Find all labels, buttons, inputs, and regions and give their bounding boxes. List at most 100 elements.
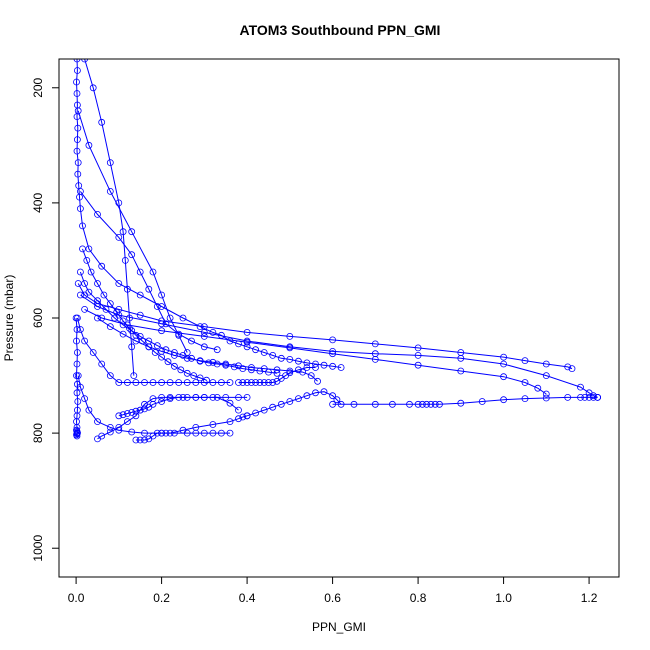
data-point	[136, 291, 144, 299]
data-point	[72, 314, 80, 322]
data-point	[177, 366, 185, 374]
data-point	[371, 400, 379, 408]
series-line	[82, 248, 207, 381]
data-point	[106, 428, 114, 436]
data-point	[457, 399, 465, 407]
data-point	[196, 357, 204, 365]
data-point	[85, 406, 93, 414]
series-6	[74, 314, 234, 386]
data-point	[179, 314, 187, 322]
series-line	[76, 317, 230, 383]
data-point	[73, 90, 81, 97]
data-point	[299, 368, 307, 376]
data-point	[329, 350, 337, 358]
data-point	[542, 390, 550, 398]
series-line	[332, 396, 598, 405]
data-point	[388, 400, 396, 408]
data-point	[286, 369, 294, 377]
data-point	[217, 429, 225, 437]
data-point	[158, 303, 166, 310]
data-point	[74, 372, 82, 380]
data-point	[158, 327, 166, 335]
data-point	[423, 400, 431, 408]
data-point	[521, 357, 529, 365]
data-point	[106, 372, 114, 380]
data-point	[73, 78, 80, 86]
data-point	[119, 317, 127, 325]
data-point	[166, 379, 174, 386]
data-point	[94, 418, 101, 426]
series-2	[74, 280, 576, 373]
data-point	[85, 245, 93, 253]
series-line	[135, 415, 248, 441]
series-line	[75, 59, 342, 368]
data-point	[243, 328, 251, 336]
data-point	[337, 400, 345, 408]
data-point	[286, 355, 294, 363]
data-point	[534, 384, 542, 392]
data-point	[179, 426, 187, 434]
data-point	[217, 379, 225, 386]
data-point	[74, 136, 81, 144]
data-point	[542, 394, 550, 402]
data-point	[141, 436, 148, 444]
data-point	[277, 400, 285, 408]
data-point	[113, 308, 121, 316]
series-16	[94, 314, 322, 385]
data-point	[577, 393, 584, 401]
data-point	[89, 84, 97, 92]
data-point	[153, 342, 161, 350]
data-point	[521, 395, 529, 403]
series-17	[77, 187, 221, 354]
data-point	[286, 344, 294, 352]
data-point	[128, 343, 136, 351]
data-point	[260, 406, 268, 414]
data-point	[94, 210, 101, 218]
y-axis: 200 400 600 800 1000	[31, 77, 59, 562]
data-point	[73, 389, 81, 397]
data-point	[478, 398, 486, 405]
data-point	[77, 205, 84, 213]
data-point	[500, 396, 508, 404]
data-point	[153, 303, 161, 310]
series-line	[84, 308, 547, 395]
data-point	[200, 393, 208, 401]
data-point	[329, 347, 337, 355]
data-point	[590, 393, 597, 401]
data-point	[209, 328, 217, 336]
series-line	[97, 317, 318, 382]
data-point	[222, 393, 230, 401]
data-point	[126, 314, 133, 322]
data-point	[286, 398, 294, 405]
data-point	[102, 305, 110, 313]
data-point	[329, 392, 337, 400]
data-point	[277, 354, 285, 362]
data-point	[329, 362, 337, 370]
series-11	[115, 393, 242, 420]
data-point	[170, 362, 178, 370]
data-point	[226, 379, 234, 386]
data-point	[74, 159, 82, 167]
data-point	[222, 360, 230, 368]
data-point	[119, 228, 127, 236]
data-point	[124, 410, 131, 417]
series-5	[329, 393, 601, 408]
y-tick-label: 200	[31, 77, 45, 97]
data-point	[74, 280, 82, 287]
data-point	[132, 407, 140, 415]
data-point	[205, 359, 213, 367]
data-point	[164, 358, 172, 366]
data-point	[209, 358, 217, 366]
data-point	[235, 379, 242, 386]
data-point	[124, 285, 131, 293]
y-tick-label: 1000	[31, 535, 45, 562]
series-14	[72, 314, 82, 440]
x-tick-label: 1.2	[581, 591, 598, 605]
data-point	[230, 363, 238, 371]
data-point	[158, 398, 166, 405]
data-point	[294, 357, 302, 365]
data-point	[414, 344, 422, 352]
data-point	[132, 412, 140, 420]
data-point	[141, 429, 148, 437]
